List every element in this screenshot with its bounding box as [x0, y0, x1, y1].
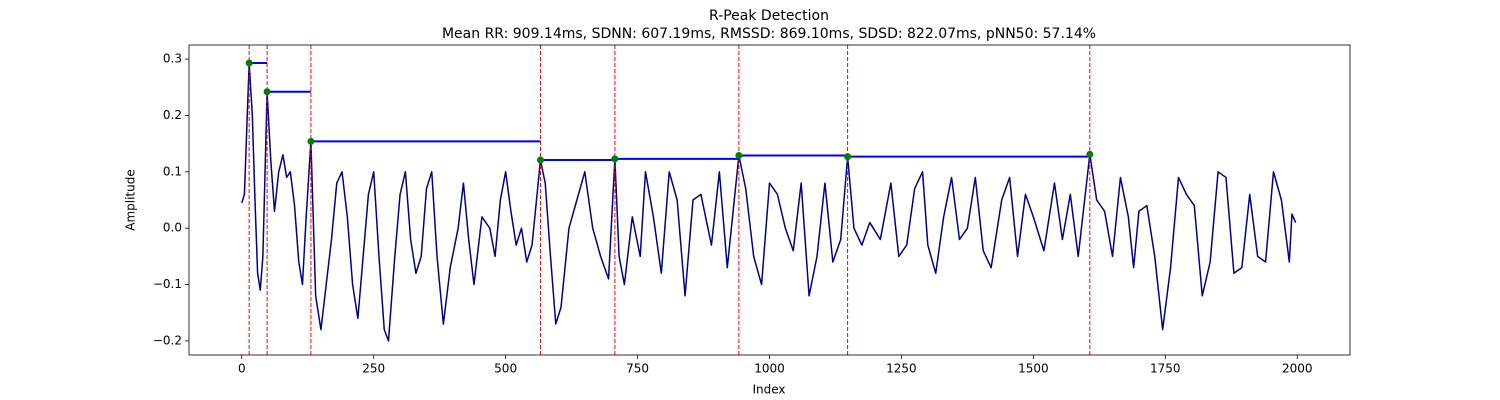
- r-peak: [307, 137, 315, 145]
- x-tick-label: 500: [494, 362, 517, 376]
- y-tick-label: −0.1: [153, 277, 182, 291]
- r-peak: [735, 151, 743, 159]
- r-peak: [263, 88, 271, 96]
- r-peak: [245, 59, 253, 67]
- r-peak: [1086, 150, 1094, 158]
- r-peak: [611, 155, 619, 163]
- x-axis-label: Index: [752, 383, 785, 397]
- x-tick-label: 1750: [1150, 362, 1181, 376]
- x-tick-label: 250: [362, 362, 385, 376]
- y-axis-label: Amplitude: [124, 169, 138, 231]
- chart-title: R-Peak Detection: [709, 8, 829, 24]
- y-tick-label: −0.2: [153, 333, 182, 347]
- signal-line: [241, 62, 1297, 342]
- x-tick-label: 1250: [886, 362, 917, 376]
- x-tick-label: 750: [626, 362, 649, 376]
- y-tick-label: 0.1: [163, 164, 182, 178]
- chart-subtitle: Mean RR: 909.14ms, SDNN: 607.19ms, RMSSD…: [442, 26, 1096, 42]
- y-tick-label: 0.3: [163, 52, 182, 66]
- x-tick-label: 1000: [754, 362, 785, 376]
- r-peak: [844, 153, 852, 161]
- x-tick-label: 2000: [1282, 362, 1313, 376]
- plot-area: [241, 45, 1297, 355]
- x-tick-label: 1500: [1018, 362, 1049, 376]
- r-peak: [536, 156, 544, 164]
- y-tick-label: 0.0: [163, 221, 182, 235]
- x-tick-label: 0: [238, 362, 246, 376]
- y-tick-label: 0.2: [163, 108, 182, 122]
